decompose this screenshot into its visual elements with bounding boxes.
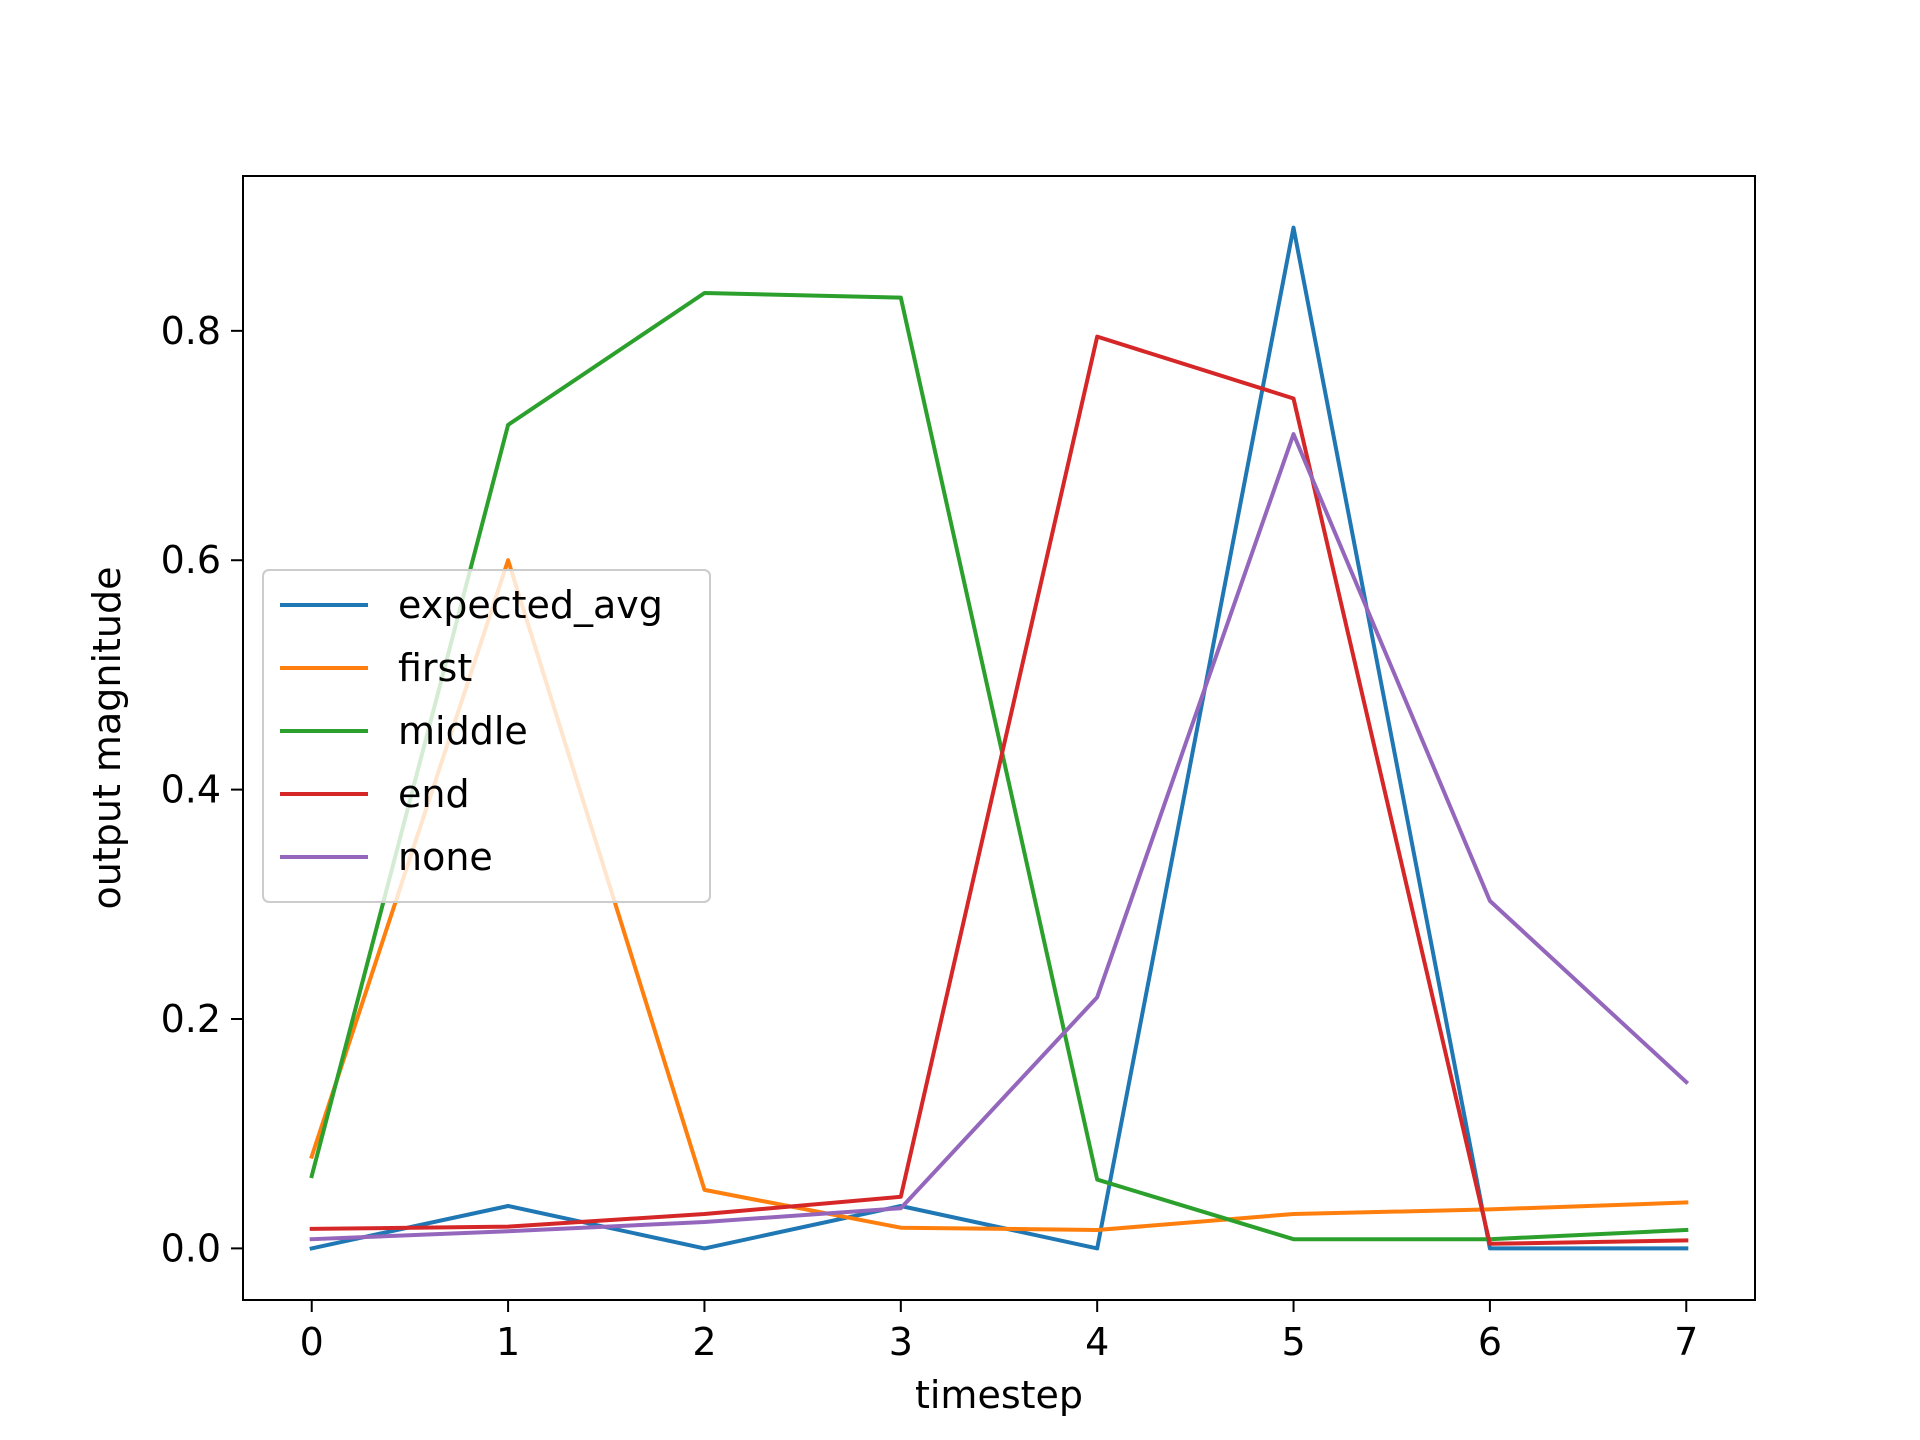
y-tick-label: 0.0 [161,1226,221,1270]
y-tick-label: 0.8 [161,309,221,353]
series-line-end [309,334,1689,1246]
x-tick-label: 0 [300,1320,324,1364]
y-axis-label: output magnitude [85,567,129,910]
y-axis: 0.0 0.2 0.4 0.6 0.8 [161,309,243,1270]
y-tick-label: 0.2 [161,997,221,1041]
legend-label: none [398,835,493,879]
series-line-middle [309,291,1689,1242]
x-tick-label: 3 [889,1320,913,1364]
legend-label: middle [398,709,528,753]
x-axis: 0 1 2 3 4 5 6 7 [300,1300,1698,1364]
legend-label: first [398,646,472,690]
y-tick-label: 0.4 [161,768,221,812]
x-axis-label: timestep [915,1373,1083,1417]
x-tick-label: 7 [1674,1320,1698,1364]
plot-frame [242,175,1756,1301]
legend-box [262,569,711,903]
x-tick-label: 6 [1478,1320,1502,1364]
x-tick-label: 1 [496,1320,520,1364]
x-tick-label: 4 [1085,1320,1109,1364]
y-tick-label: 0.6 [161,538,221,582]
x-tick-label: 2 [692,1320,716,1364]
legend-label: end [398,772,470,816]
legend-label: expected_avg [398,583,663,627]
x-tick-label: 5 [1281,1320,1305,1364]
series-line-none [309,432,1690,1242]
